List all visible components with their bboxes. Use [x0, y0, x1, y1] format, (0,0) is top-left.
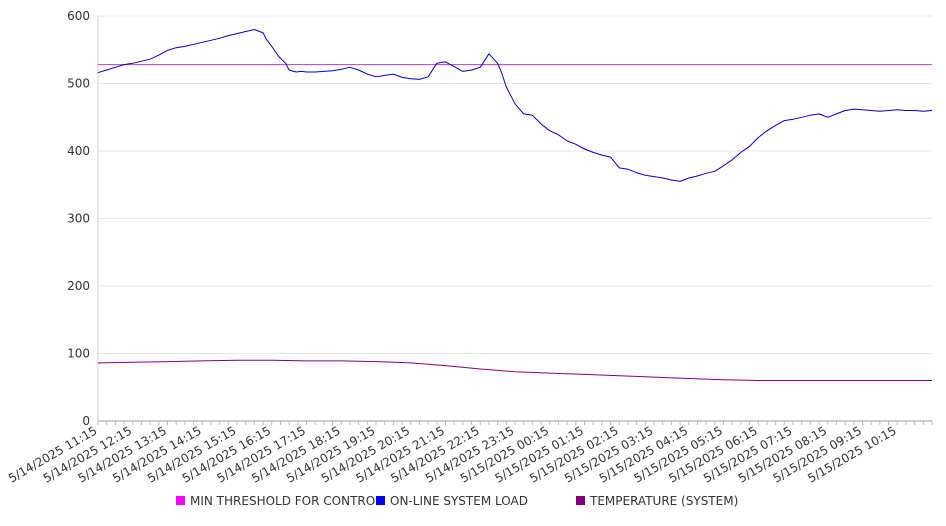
legend: MIN THRESHOLD FOR CONTROL ON-LINE SYSTEM … [176, 494, 738, 508]
legend-label: ON-LINE SYSTEM LOAD [390, 494, 528, 508]
y-tick-label: 200 [67, 279, 90, 293]
legend-swatch [376, 496, 385, 505]
y-axis-tick-labels: 0 100 200 300 400 500 600 [67, 9, 90, 428]
axes [97, 16, 933, 425]
series-line-1 [97, 29, 933, 182]
y-tick-label: 300 [67, 212, 90, 226]
series-lines [97, 29, 933, 381]
y-tick-label: 0 [82, 414, 90, 428]
x-axis-tick-labels: 5/14/2025 11:155/14/2025 12:155/14/2025 … [6, 423, 899, 485]
legend-label: TEMPERATURE (SYSTEM) [589, 494, 738, 508]
y-tick-label: 500 [67, 77, 90, 91]
legend-swatch [176, 496, 185, 505]
y-tick-label: 100 [67, 347, 90, 361]
y-tick-label: 600 [67, 9, 90, 23]
legend-swatch [576, 496, 585, 505]
legend-label: MIN THRESHOLD FOR CONTROL [190, 494, 382, 508]
y-tick-label: 400 [67, 144, 90, 158]
series-line-2 [97, 359, 932, 381]
grid-lines [98, 15, 932, 354]
